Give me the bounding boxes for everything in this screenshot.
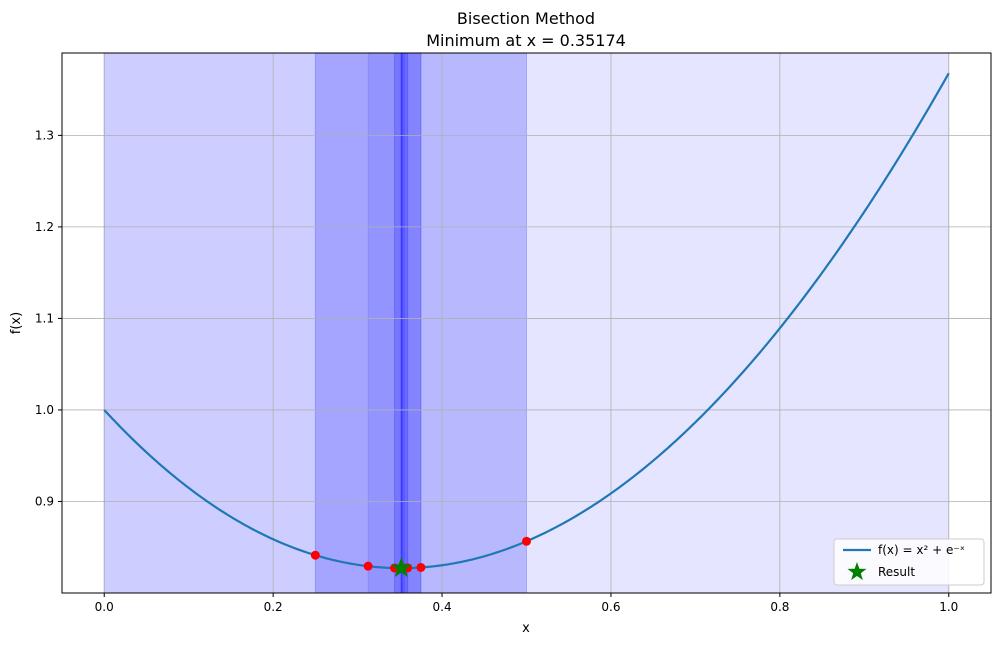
x-tick-label-5: 1.0 [939,600,958,614]
x-tick-label-2: 0.4 [433,600,452,614]
grid-lines [62,53,991,593]
legend-entry-result: Result [878,565,915,579]
midpoint-marker-2 [416,562,426,572]
legend-frame [833,538,985,586]
y-tick-label-2: 1.1 [35,311,54,325]
x-tick-label-4: 0.8 [770,600,789,614]
interval-band-9 [401,53,403,593]
y-tick-label-0: 0.9 [35,494,54,508]
result-star-marker [390,557,412,577]
legend-star-swatch [847,562,867,581]
x-axis-label: x [522,621,530,636]
y-tick-label-4: 1.3 [35,128,54,142]
interval-band-8 [401,53,405,593]
plot-frame [61,52,992,594]
y-tick-label-3: 1.2 [35,220,54,234]
y-axis-ticks: 0.9 1.0 1.1 1.2 1.3 [35,128,62,508]
interval-band-7 [401,53,408,593]
chart-subtitle: Minimum at x = 0.35174 [426,31,626,50]
y-axis-label: f(x) [9,312,24,334]
midpoint-marker-0 [522,536,531,546]
midpoint-marker-1 [310,550,320,560]
x-tick-label-0: 0.0 [95,600,114,614]
legend-entry-function: f(x) = x² + e⁻ˣ [878,543,965,557]
interval-band-2 [315,53,527,593]
interval-band-3 [315,53,421,593]
x-axis-ticks: 0.0 0.2 0.4 0.6 0.8 1.0 [95,593,958,614]
interval-band-6 [394,53,408,593]
chart-title: Bisection Method [457,9,595,28]
interval-band-1 [104,53,527,593]
midpoint-marker-3 [363,561,373,571]
interval-band-10 [401,53,402,593]
legend: f(x) = x² + e⁻ˣ Result [833,538,985,586]
interval-bands [103,53,950,593]
result-marker-layer [390,557,412,577]
interval-band-0 [104,53,949,593]
x-tick-label-1: 0.2 [264,600,283,614]
interval-band-4 [368,53,421,593]
x-tick-label-3: 0.6 [601,600,620,614]
interval-band-5 [394,53,421,593]
y-tick-label-1: 1.0 [35,403,54,417]
